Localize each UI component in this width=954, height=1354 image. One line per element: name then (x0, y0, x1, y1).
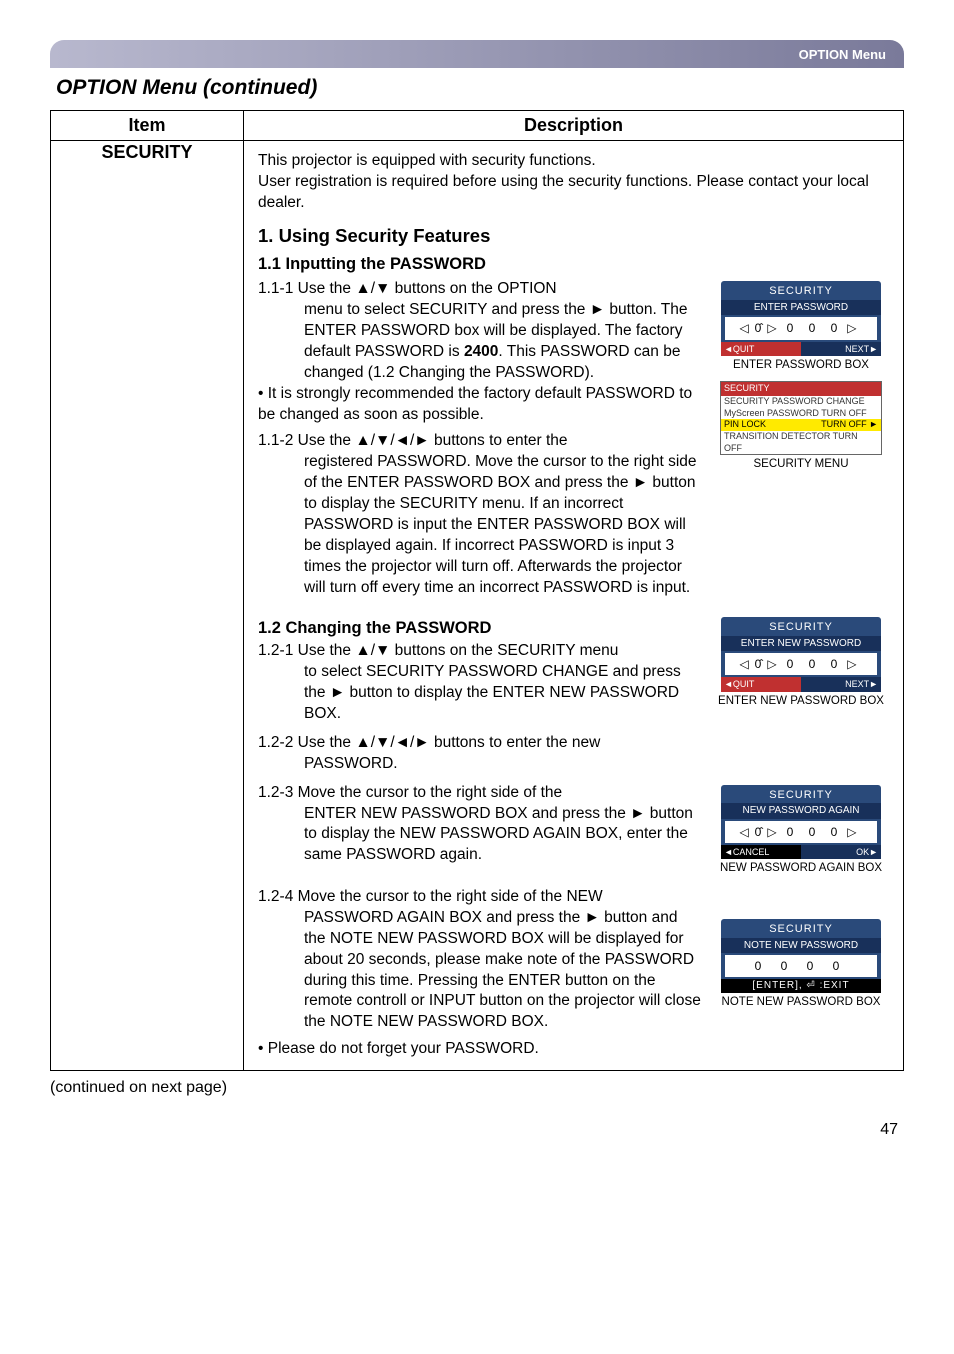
step-1-2-3: 1.2-3 Move the cursor to the right side … (258, 783, 701, 867)
caption-enter-pw: ENTER PASSWORD BOX (711, 358, 891, 374)
col-header-item: Item (51, 111, 244, 141)
heading-1-2: 1.2 Changing the PASSWORD (258, 617, 701, 639)
item-label: SECURITY (101, 142, 192, 162)
osd-password-again: SECURITY NEW PASSWORD AGAIN ◁0̂▷0 0 0▷ ◄… (721, 785, 881, 860)
step-1-1-2: 1.1-2 Use the ▲/▼/◄/► buttons to enter t… (258, 431, 701, 598)
osd-security-menu: SECURITY SECURITY PASSWORD CHANGE MyScre… (720, 381, 882, 455)
osd-next: NEXT► (801, 342, 881, 356)
caption-note: NOTE NEW PASSWORD BOX (711, 995, 891, 1011)
continued-note: (continued on next page) (50, 1079, 904, 1097)
osd-enter-new-password: SECURITY ENTER NEW PASSWORD ◁0̂▷0 0 0▷ ◄… (721, 617, 881, 692)
chapter-header: OPTION Menu (50, 40, 904, 68)
description-cell: This projector is equipped with security… (244, 141, 904, 1071)
cursor-icon: ◁0̂▷ (739, 824, 782, 840)
heading-1: 1. Using Security Features (258, 224, 891, 249)
section-title: OPTION Menu (continued) (56, 76, 904, 100)
cursor-icon: ◁0̂▷ (739, 656, 782, 672)
caption-enter-new: ENTER NEW PASSWORD BOX (711, 694, 891, 710)
step-1-1-1: 1.1-1 Use the ▲/▼ buttons on the OPTION … (258, 279, 701, 425)
option-table: Item Description SECURITY This projector… (50, 110, 904, 1071)
heading-1-1: 1.1 Inputting the PASSWORD (258, 253, 891, 275)
osd-quit: ◄QUIT (721, 342, 801, 356)
col-header-desc: Description (244, 111, 904, 141)
item-cell-security: SECURITY (51, 141, 244, 1071)
osd-enter-password: SECURITY ENTER PASSWORD ◁0̂▷0 0 0▷ ◄QUIT… (721, 281, 881, 356)
cursor-icon: ◁0̂▷ (739, 320, 782, 336)
step-1-2-4: 1.2-4 Move the cursor to the right side … (258, 887, 701, 1033)
osd-note-password: SECURITY NOTE NEW PASSWORD 0 0 0 0 [ENTE… (721, 919, 881, 993)
page-number: 47 (50, 1121, 904, 1139)
chapter-label: OPTION Menu (799, 47, 886, 62)
caption-again: NEW PASSWORD AGAIN BOX (711, 861, 891, 877)
step-1-2-2: 1.2-2 Use the ▲/▼/◄/► buttons to enter t… (258, 733, 891, 775)
step-1-2-1: 1.2-1 Use the ▲/▼ buttons on the SECURIT… (258, 641, 701, 725)
caption-sec-menu: SECURITY MENU (711, 457, 891, 473)
intro-text: This projector is equipped with security… (258, 151, 891, 214)
note-forget: • Please do not forget your PASSWORD. (258, 1039, 701, 1060)
